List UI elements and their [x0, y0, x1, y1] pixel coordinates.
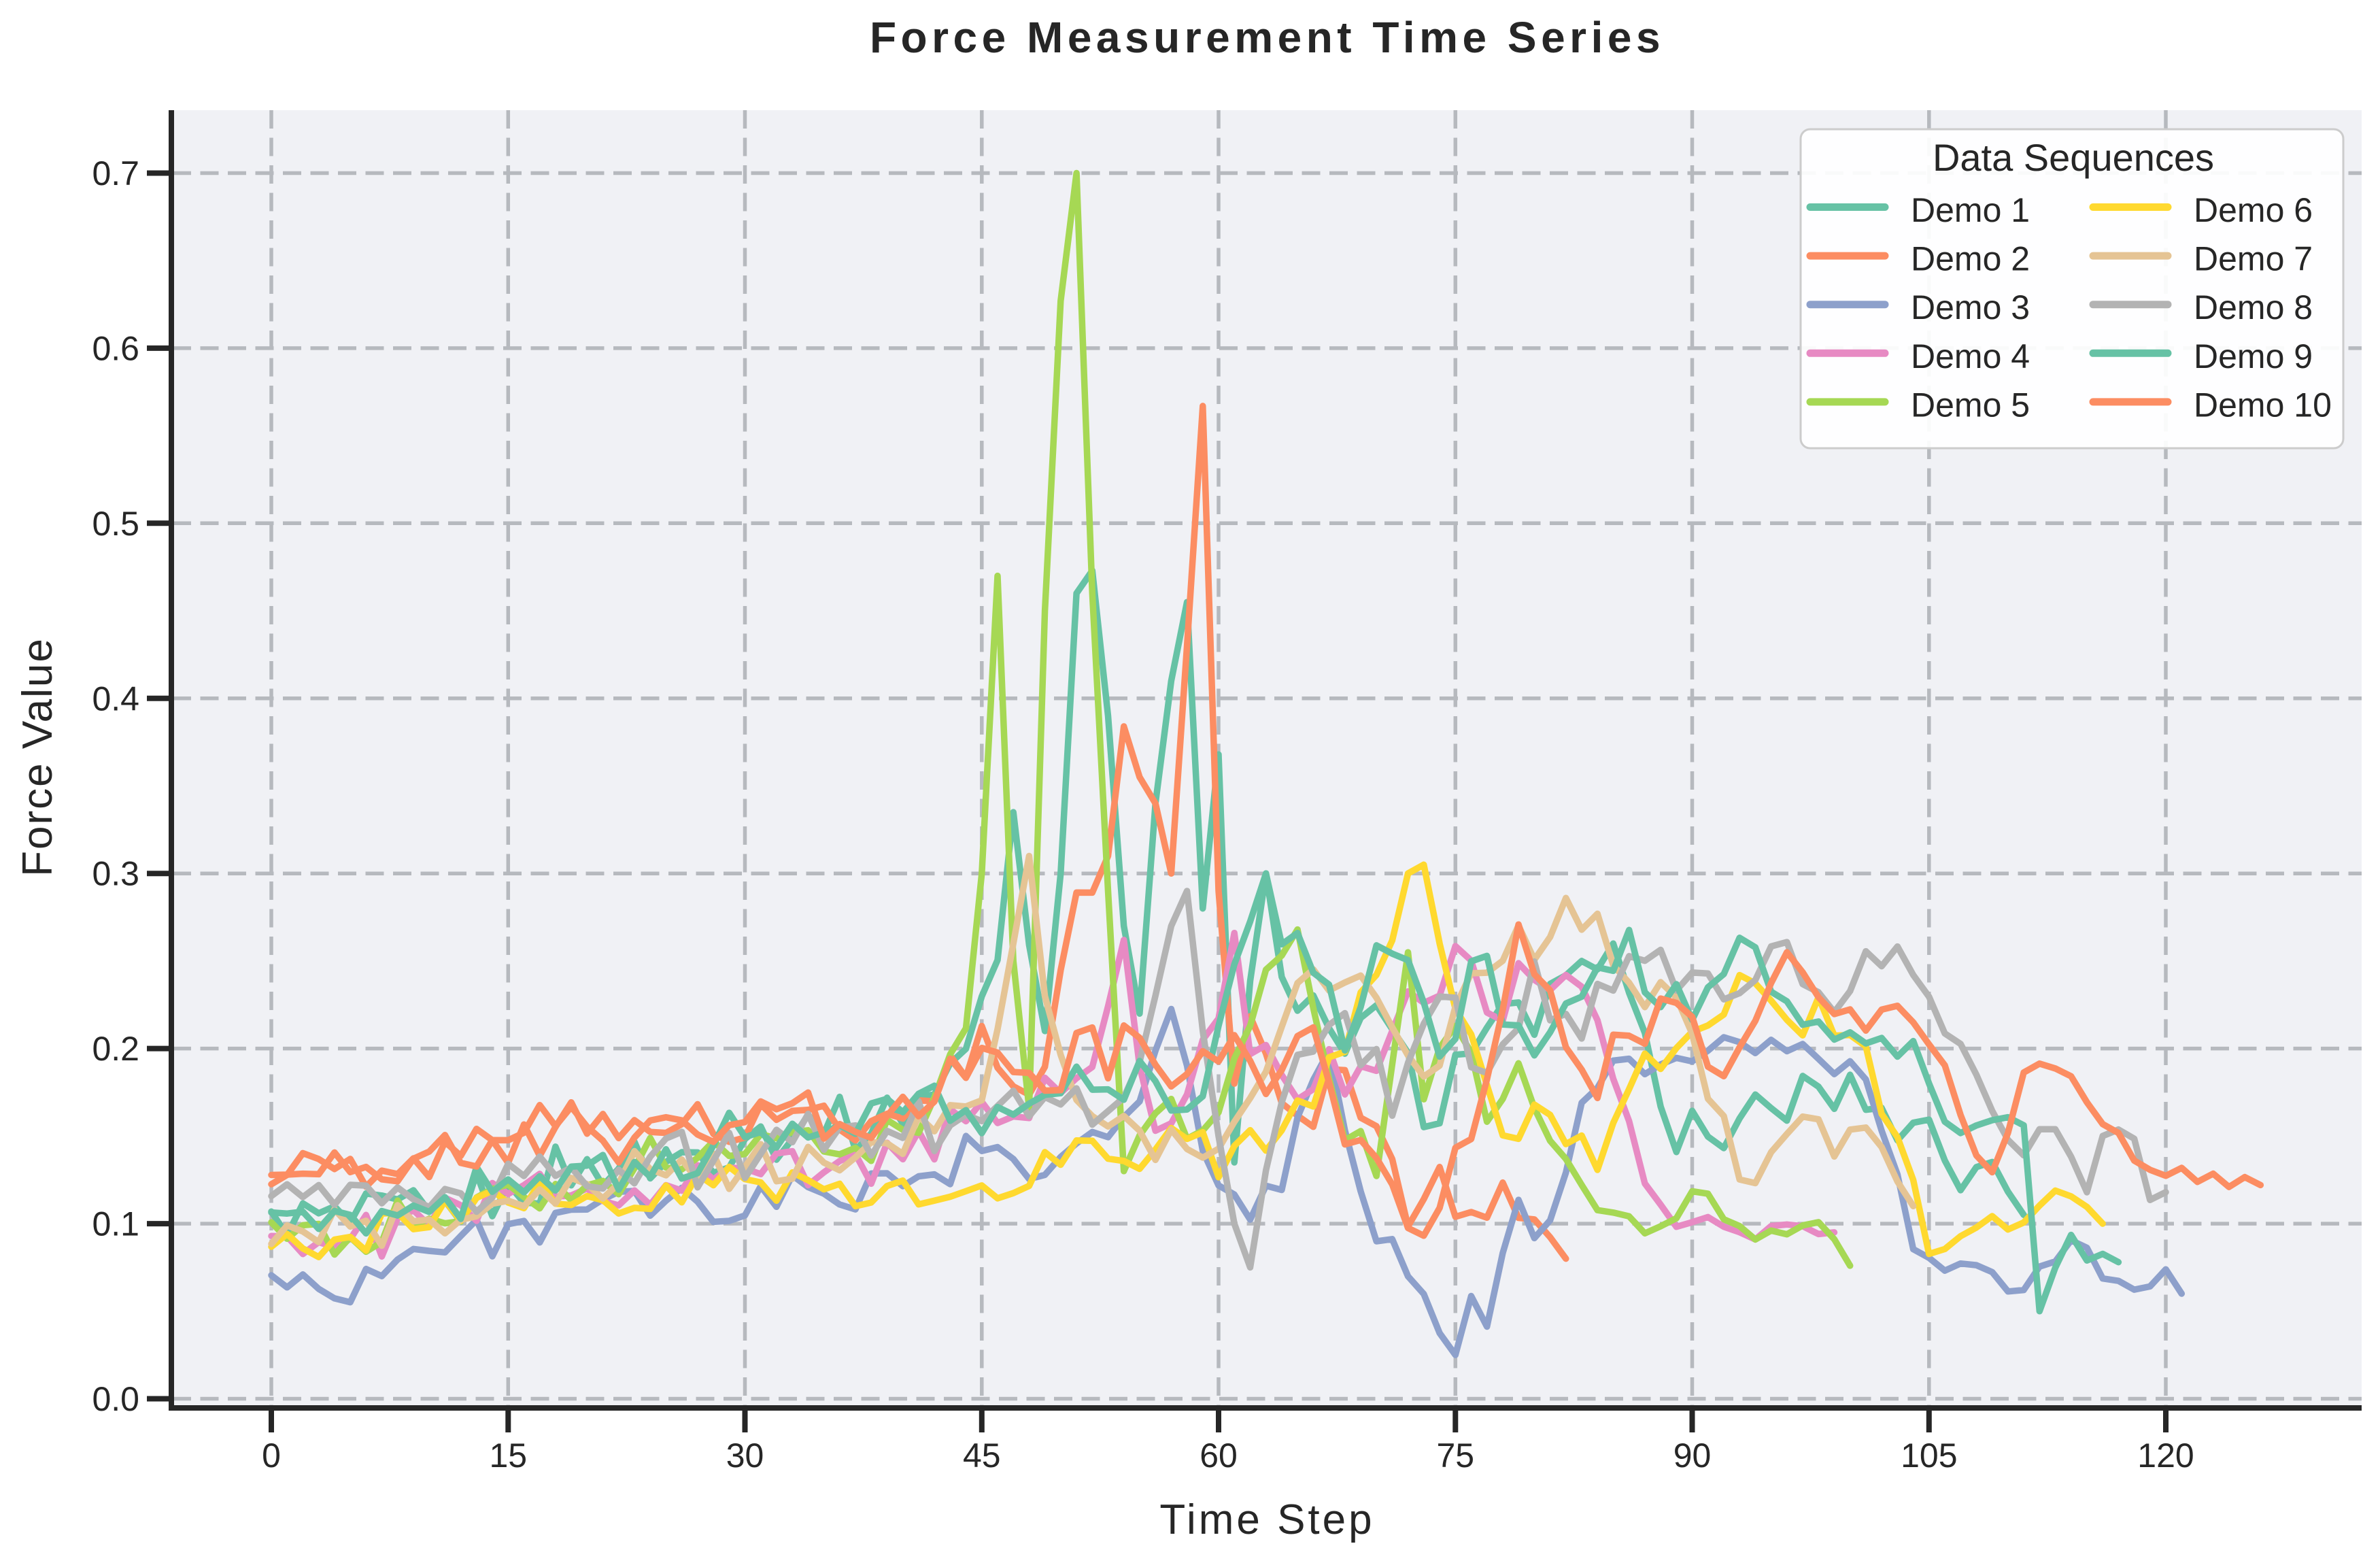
svg-text:0.6: 0.6: [92, 329, 139, 367]
svg-text:15: 15: [489, 1436, 527, 1475]
svg-text:Demo 1: Demo 1: [1911, 191, 2030, 229]
svg-text:90: 90: [1673, 1436, 1712, 1475]
svg-text:60: 60: [1200, 1436, 1238, 1475]
svg-text:Demo 6: Demo 6: [2194, 191, 2313, 229]
svg-text:120: 120: [2137, 1436, 2194, 1475]
svg-text:Demo 4: Demo 4: [1911, 337, 2030, 375]
svg-text:Demo 8: Demo 8: [2194, 288, 2313, 326]
svg-text:45: 45: [963, 1436, 1001, 1475]
svg-text:Data Sequences: Data Sequences: [1933, 136, 2214, 179]
svg-text:0.1: 0.1: [92, 1205, 139, 1243]
svg-text:Force Value: Force Value: [14, 637, 61, 877]
svg-text:Demo 9: Demo 9: [2194, 337, 2313, 375]
svg-text:Force Measurement Time Series: Force Measurement Time Series: [870, 13, 1665, 62]
svg-text:75: 75: [1436, 1436, 1474, 1475]
svg-text:0: 0: [262, 1436, 281, 1475]
svg-text:0.7: 0.7: [92, 154, 139, 192]
svg-text:Time Step: Time Step: [1159, 1496, 1374, 1543]
svg-text:0.2: 0.2: [92, 1030, 139, 1068]
svg-text:Demo 2: Demo 2: [1911, 240, 2030, 278]
svg-text:Demo 7: Demo 7: [2194, 240, 2313, 278]
svg-text:Demo 5: Demo 5: [1911, 386, 2030, 424]
svg-text:0.3: 0.3: [92, 855, 139, 893]
svg-text:30: 30: [726, 1436, 764, 1475]
svg-text:0.0: 0.0: [92, 1380, 139, 1418]
svg-text:Demo 10: Demo 10: [2194, 386, 2332, 424]
svg-text:0.5: 0.5: [92, 505, 139, 543]
svg-text:Demo 3: Demo 3: [1911, 288, 2030, 326]
svg-text:0.4: 0.4: [92, 679, 139, 718]
svg-text:105: 105: [1901, 1436, 1957, 1475]
